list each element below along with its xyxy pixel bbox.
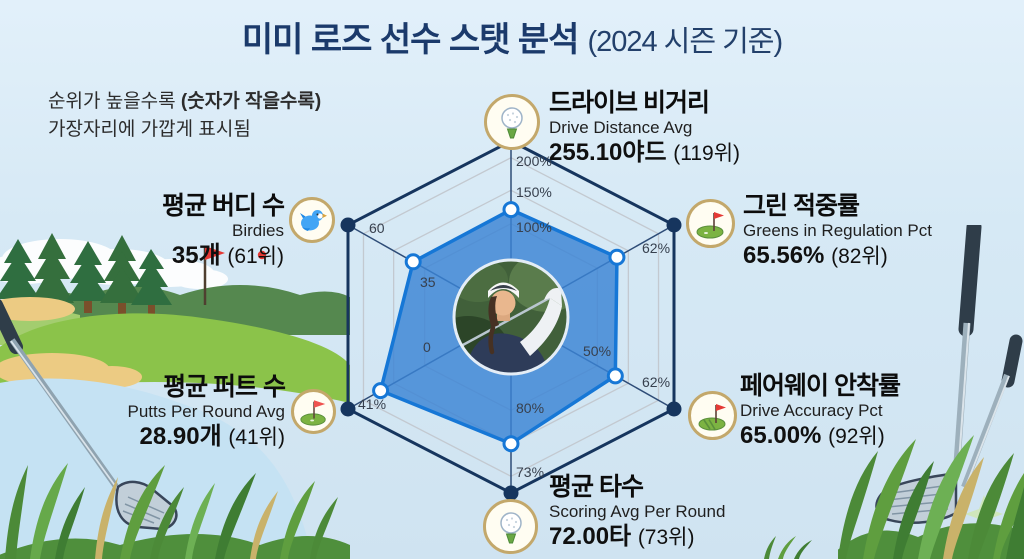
stat-english-label: Birdies	[232, 221, 284, 240]
radar-data-point-greens-in-regulation	[608, 248, 626, 266]
bird-icon	[289, 197, 335, 243]
radar-axis-spoke	[510, 316, 675, 410]
note-line1-bold: (숫자가 작을수록)	[180, 91, 322, 112]
radar-tick-label: 60	[369, 220, 385, 236]
sand-bunker-far	[0, 297, 75, 321]
radar-axis-spoke	[347, 224, 512, 318]
stat-putts-per-round: 평균 퍼트 수 Putts Per Round Avg 28.90개 (41위)	[127, 373, 286, 450]
grass-tuft	[838, 435, 1024, 559]
radar-axis-spoke	[347, 316, 512, 410]
radar-tick-label: 200%	[516, 153, 552, 169]
stat-rank: (119위)	[673, 141, 741, 165]
radar-tick-label: 41%	[358, 396, 386, 412]
grass-tuft	[0, 463, 350, 559]
radar-tick-label: 80%	[516, 400, 544, 416]
radar-gridline-ring	[392, 189, 630, 445]
golf-course-scene	[0, 233, 350, 559]
golf-ball-tee-icon	[483, 499, 538, 554]
stat-english-label: Drive Distance Avg	[549, 118, 693, 137]
radar-tick-label: 50%	[583, 343, 611, 359]
fairway-flag-icon	[688, 391, 737, 440]
stat-rank: (73위)	[637, 525, 695, 549]
stat-value: 72.00타	[549, 522, 632, 550]
radar-vertex-dot	[666, 401, 682, 417]
stat-english-label: Scoring Avg Per Round	[549, 502, 726, 521]
golf-clubs-scene	[838, 225, 1024, 559]
stat-korean-label: 페어웨이 안착률	[740, 372, 901, 400]
stat-rank: (92위)	[828, 424, 885, 448]
stat-greens-in-regulation: 그린 적중률 Greens in Regulation Pct 65.56% (…	[743, 193, 932, 269]
stat-scoring-average: 평균 타수 Scoring Avg Per Round 72.00타 (73위)	[549, 474, 725, 550]
radar-data-point-birdies	[404, 253, 422, 271]
radar-tick-label: 73%	[516, 464, 544, 480]
note-line1: 순위가 높을수록	[48, 91, 181, 112]
radar-tick-label: 100%	[516, 219, 552, 235]
stat-value: 35개	[171, 241, 221, 269]
stat-rank: (82위)	[831, 244, 888, 268]
iron-club-icon	[961, 334, 1023, 489]
radar-tick-label: 62%	[642, 240, 670, 256]
radar-axis-spoke	[510, 224, 675, 318]
radar-tick-label: 0	[423, 339, 431, 355]
stat-korean-label: 그린 적중률	[743, 192, 860, 220]
radar-data-point-putts-per-round	[372, 382, 390, 400]
radar-data-point-scoring-average	[502, 435, 520, 453]
radar-tick-label: 62%	[642, 374, 670, 390]
stat-korean-label: 평균 타수	[549, 473, 644, 501]
radar-data-point-fairway-accuracy	[606, 367, 624, 385]
grass-tuft	[764, 536, 812, 559]
stat-rank: (41위)	[228, 425, 285, 449]
stat-korean-label: 평균 퍼트 수	[163, 373, 286, 401]
title-main: 미미 로즈 선수 스탯 분석	[241, 21, 580, 59]
stat-birdies: 평균 버디 수 Birdies 35개 (61위)	[162, 192, 285, 269]
stat-english-label: Drive Accuracy Pct	[740, 401, 883, 420]
player-photo	[452, 258, 570, 376]
stat-value: 65.00%	[740, 421, 822, 449]
legend-note: 순위가 높을수록 (숫자가 작을수록) 가장자리에 가깝게 표시됨	[48, 88, 321, 143]
stat-english-label: Putts Per Round Avg	[127, 402, 285, 421]
green-flag-icon	[686, 199, 735, 248]
radar-outer-hexagon	[346, 139, 676, 495]
stat-korean-label: 드라이브 비거리	[549, 89, 710, 117]
green-flag-icon	[291, 389, 336, 434]
radar-gridline-ring	[423, 222, 599, 412]
note-line2: 가장자리에 가깝게 표시됨	[48, 118, 251, 140]
stat-value: 28.90개	[139, 422, 222, 450]
stat-value: 255.10야드	[549, 138, 667, 166]
radar-gridline-ring	[362, 156, 660, 478]
radar-data-polygon	[378, 207, 619, 446]
radar-tick-label: 35	[420, 274, 436, 290]
stat-rank: (61위)	[227, 244, 284, 268]
golf-flag-icon	[203, 246, 267, 305]
stat-fairway-accuracy: 페어웨이 안착률 Drive Accuracy Pct 65.00% (92위)	[740, 372, 901, 449]
stat-value: 65.56%	[743, 241, 825, 269]
radar-vertex-dot	[666, 217, 682, 233]
radar-tick-label: 150%	[516, 184, 552, 200]
stat-korean-label: 평균 버디 수	[162, 192, 285, 220]
stat-drive-distance: 드라이브 비거리 Drive Distance Avg 255.10야드 (11…	[549, 90, 740, 166]
page-title: 미미 로즈 선수 스탯 분석 (2024 시즌 기준)	[0, 12, 1024, 61]
title-suffix: (2024 시즌 기준)	[587, 26, 783, 58]
stat-english-label: Greens in Regulation Pct	[743, 221, 932, 240]
radar-data-point-drive-distance	[502, 201, 520, 219]
golf-ball-tee-icon	[484, 94, 540, 150]
